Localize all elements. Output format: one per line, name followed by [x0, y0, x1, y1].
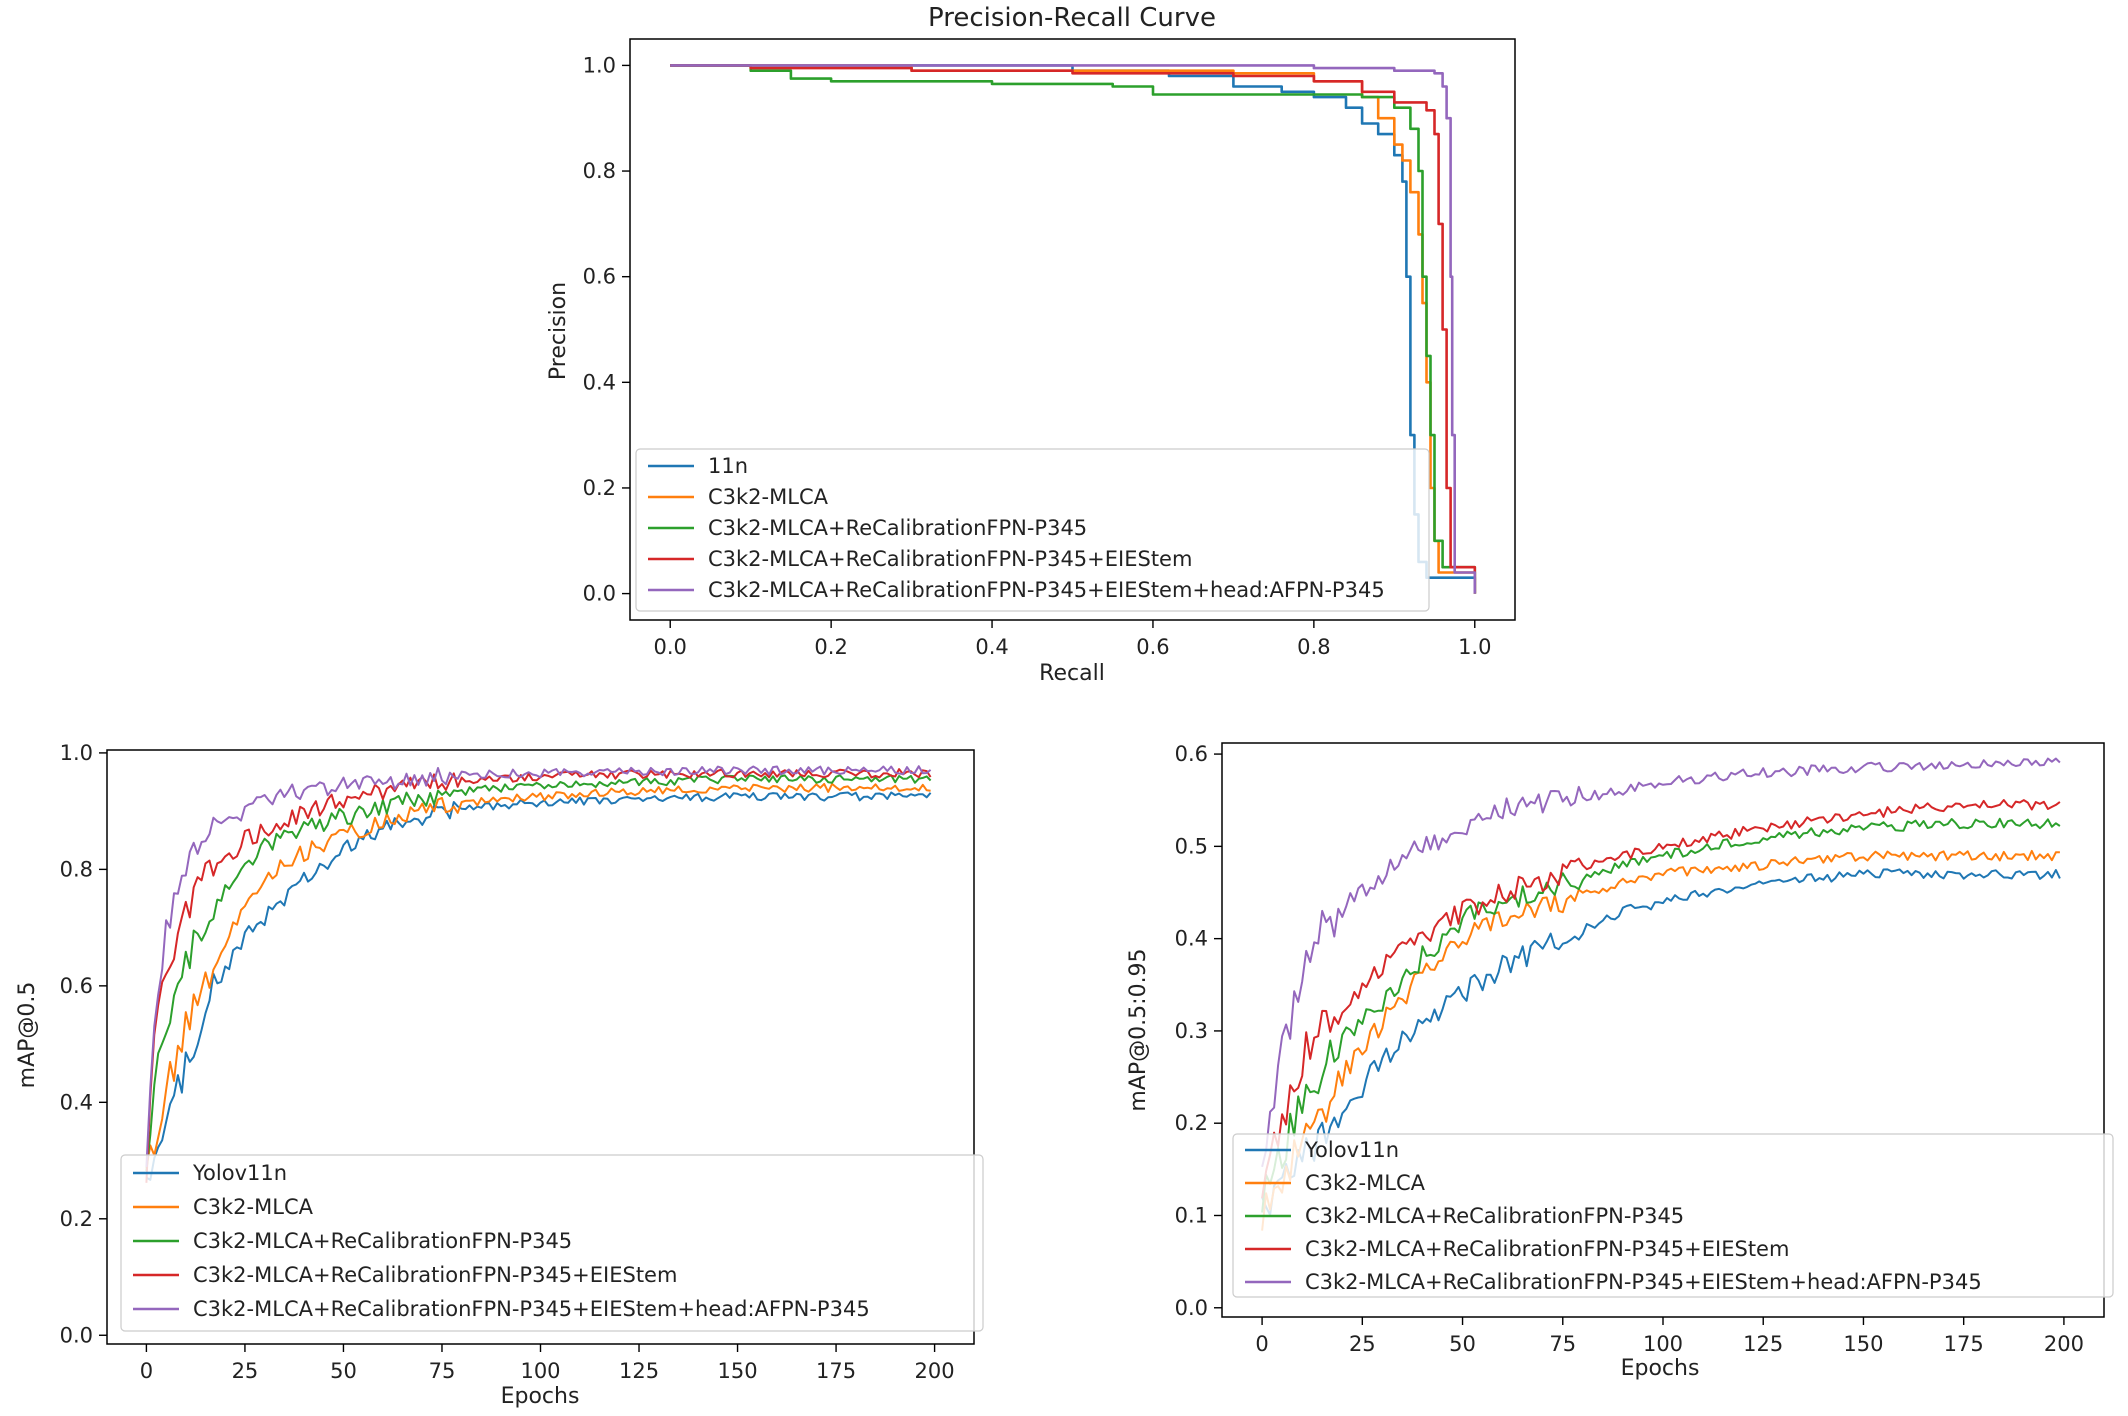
axes-frame: [1221, 742, 2105, 1318]
legend-entry: C3k2-MLCA: [193, 1195, 314, 1219]
plot-area: [670, 64, 1477, 594]
x-tick-label: 0.2: [814, 635, 847, 659]
x-axis-label: Recall: [1039, 661, 1105, 686]
series-line-1: [145, 791, 932, 1181]
x-tick-label: 25: [232, 1359, 259, 1383]
y-tick-label: 0.2: [60, 1207, 93, 1231]
x-tick-label: 50: [1449, 1332, 1476, 1356]
y-tick-label: 0.0: [1175, 1296, 1208, 1320]
y-axis-label: mAP@0.5: [15, 982, 40, 1089]
x-tick-label: 50: [330, 1359, 357, 1383]
legend: 11n C3k2-MLCA C3k2-MLCA+ReCalibrationFPN-P…: [635, 448, 1430, 612]
legend-entry: C3k2-MLCA+ReCalibrationFPN-P345: [708, 516, 1087, 540]
legend-entry: C3k2-MLCA+ReCalibrationFPN-P345: [193, 1229, 572, 1253]
y-tick-label: 0.3: [1175, 1019, 1208, 1043]
x-tick-label: 175: [816, 1359, 856, 1383]
x-tick-label: 75: [429, 1359, 456, 1383]
x-tick-label: 200: [2044, 1332, 2084, 1356]
x-tick-label: 75: [1549, 1332, 1576, 1356]
axis-ticks: 0 25 50 75 100 125 150 175 200 0.0 0.1 0.2 0.3 0.4 0.5…: [1175, 742, 2084, 1356]
y-tick-label: 1.0: [583, 53, 616, 77]
y-axis-label: mAP@0.5:0.95: [1126, 948, 1151, 1111]
y-tick-label: 0.5: [1175, 834, 1208, 858]
legend: Yolov11n C3k2-MLCA C3k2-MLCA+ReCalibration…: [120, 1154, 984, 1332]
series-line-1: [1261, 868, 2061, 1216]
x-tick-label: 0.6: [1136, 635, 1169, 659]
y-tick-label: 0.2: [1175, 1111, 1208, 1135]
map5095-chart: Epochs mAP@0.5:0.95 0 25 50 75 100 125 150 175 2…: [1126, 742, 2114, 1381]
x-tick-label: 25: [1349, 1332, 1376, 1356]
legend-entry: C3k2-MLCA: [708, 485, 829, 509]
plot-area: [145, 765, 932, 1183]
series-line-4: [145, 768, 932, 1183]
y-tick-label: 0.8: [60, 857, 93, 881]
x-tick-label: 125: [1743, 1332, 1783, 1356]
x-tick-label: 0.0: [654, 635, 687, 659]
series-line-5: [670, 64, 1477, 594]
x-tick-label: 0: [1255, 1332, 1268, 1356]
y-tick-label: 0.0: [60, 1323, 93, 1347]
y-tick-label: 0.6: [1175, 742, 1208, 766]
series-line-3: [1261, 817, 2061, 1213]
x-tick-label: 0.4: [975, 635, 1008, 659]
x-tick-label: 1.0: [1458, 635, 1491, 659]
precision-recall-chart: Precision-Recall Curve Recall Precision …: [546, 3, 1516, 686]
x-tick-label: 125: [619, 1359, 659, 1383]
series-line-5: [1261, 757, 2061, 1168]
x-tick-label: 175: [1944, 1332, 1984, 1356]
legend-entry: C3k2-MLCA+ReCalibrationFPN-P345+EIEStem: [708, 547, 1192, 571]
legend-entry: Yolov11n: [1304, 1138, 1399, 1162]
plot-area: [1261, 757, 2061, 1231]
chart-title: Precision-Recall Curve: [928, 3, 1216, 33]
y-tick-label: 0.4: [583, 370, 616, 394]
axes-frame: [106, 749, 975, 1345]
series-line-3: [145, 774, 932, 1172]
legend-entry: Yolov11n: [192, 1161, 287, 1185]
y-tick-label: 0.8: [583, 159, 616, 183]
legend-box: [120, 1154, 984, 1332]
series-line-2: [145, 782, 931, 1168]
series-line-4: [670, 64, 1477, 594]
x-tick-label: 150: [717, 1359, 757, 1383]
x-axis-label: Epochs: [501, 1384, 580, 1409]
series-line-5: [145, 765, 932, 1167]
x-tick-label: 100: [520, 1359, 560, 1383]
y-tick-label: 0.6: [60, 974, 93, 998]
y-tick-label: 0.2: [583, 476, 616, 500]
x-tick-label: 100: [1643, 1332, 1683, 1356]
series-line-4: [1261, 799, 2061, 1199]
x-axis-label: Epochs: [1621, 1356, 1700, 1381]
legend-entry: C3k2-MLCA+ReCalibrationFPN-P345+EIEStem: [193, 1263, 677, 1287]
legend-entry: C3k2-MLCA+ReCalibrationFPN-P345+EIEStem: [1305, 1237, 1789, 1261]
axes-frame: [629, 38, 1516, 621]
x-tick-label: 150: [1843, 1332, 1883, 1356]
series-line-2: [1261, 849, 2060, 1231]
x-tick-label: 200: [915, 1359, 955, 1383]
axis-ticks: 0.0 0.2 0.4 0.6 0.8 1.0 0.0 0.2 0.4 0.6 0.8 1.0: [583, 53, 1492, 659]
legend-box: [1232, 1133, 2114, 1298]
legend-entry: C3k2-MLCA: [1305, 1171, 1426, 1195]
y-tick-label: 0.4: [60, 1090, 93, 1114]
y-axis-label: Precision: [546, 282, 571, 380]
legend-entry: 11n: [708, 454, 748, 478]
legend-box: [635, 448, 1430, 612]
legend-entry: C3k2-MLCA+ReCalibrationFPN-P345: [1305, 1204, 1684, 1228]
legend-entry: C3k2-MLCA+ReCalibrationFPN-P345+EIEStem+…: [1305, 1270, 1982, 1294]
y-tick-label: 0.0: [583, 582, 616, 606]
legend-entry: C3k2-MLCA+ReCalibrationFPN-P345+EIEStem+…: [193, 1297, 870, 1321]
axis-ticks: 0 25 50 75 100 125 150 175 200 0.0 0.2 0.4 0.6 0.8 1.0: [60, 741, 955, 1383]
legend-entry: C3k2-MLCA+ReCalibrationFPN-P345+EIEStem+…: [708, 578, 1385, 602]
map50-chart: Epochs mAP@0.5 0 25 50 75 100 125 150 175 200 0.0…: [15, 741, 984, 1409]
x-tick-label: 0: [140, 1359, 153, 1383]
y-tick-label: 0.1: [1175, 1203, 1208, 1227]
y-tick-label: 1.0: [60, 741, 93, 765]
x-tick-label: 0.8: [1297, 635, 1330, 659]
legend: Yolov11n C3k2-MLCA C3k2-MLCA+ReCalibration…: [1232, 1133, 2114, 1298]
y-tick-label: 0.6: [583, 265, 616, 289]
y-tick-label: 0.4: [1175, 927, 1208, 951]
